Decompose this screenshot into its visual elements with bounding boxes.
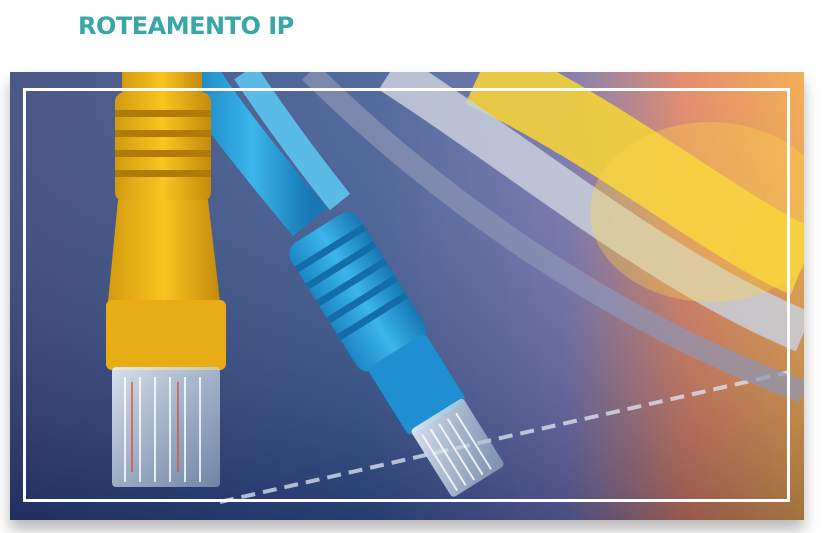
network-cables-image	[10, 72, 804, 520]
hero-image	[10, 72, 804, 520]
page-title: ROTEAMENTO IP	[78, 12, 294, 40]
